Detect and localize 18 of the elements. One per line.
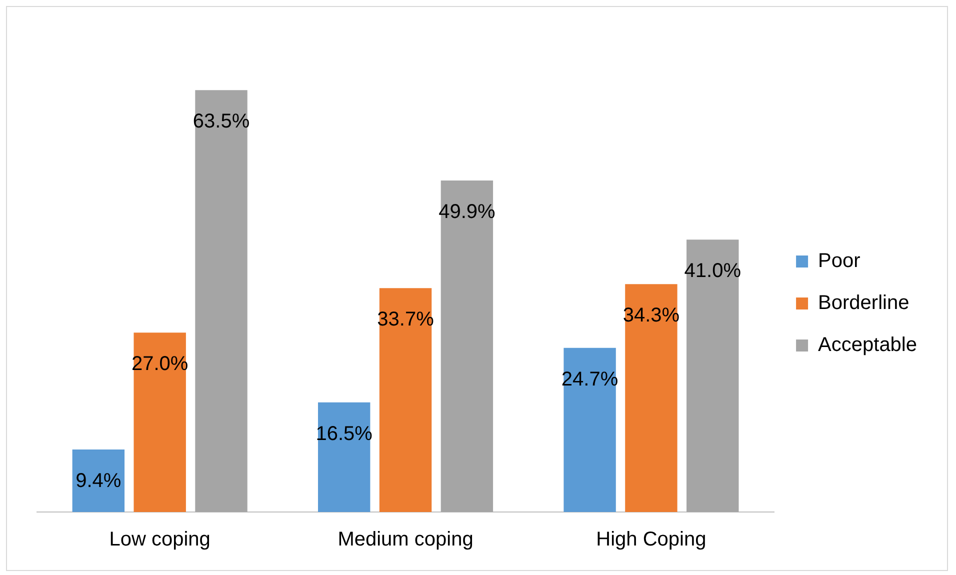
bar	[564, 348, 616, 512]
data-label: 63.5%	[192, 110, 250, 133]
bar	[686, 240, 739, 512]
x-tick-label: Low coping	[109, 528, 210, 551]
bar	[379, 288, 432, 512]
data-label: 9.4%	[76, 470, 122, 492]
bar	[440, 180, 494, 512]
bar	[195, 90, 248, 512]
legend-label: Acceptable	[818, 334, 918, 356]
bar	[72, 450, 125, 512]
data-label: 49.9%	[438, 201, 496, 224]
bar	[134, 332, 186, 512]
data-label: 41.0%	[684, 260, 742, 282]
legend-label: Borderline	[818, 292, 910, 314]
x-tick-label: High Coping	[596, 528, 706, 551]
x-tick-label: Medium coping	[338, 528, 474, 551]
bar	[625, 284, 678, 512]
legend-label: Poor	[818, 250, 861, 272]
